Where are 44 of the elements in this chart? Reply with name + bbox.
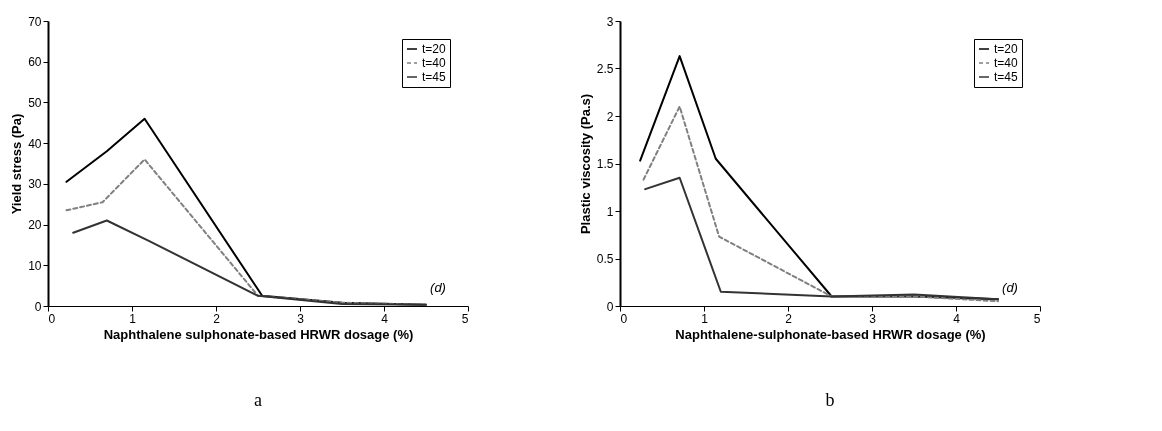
y-tick-label: 3 [606,14,614,29]
legend-label: t=40 [994,56,1019,70]
line-series [644,176,999,301]
y-axis-title: Yield stress (Pa) [9,113,25,215]
x-tick-label: 4 [381,311,389,326]
x-tick-label: 3 [869,311,877,326]
x-tick-label: 2 [785,311,793,326]
x-tick-label: 1 [701,311,709,326]
legend-label: t=45 [994,70,1019,84]
y-tick-label: 40 [28,136,42,151]
y-tick-label: 1.5 [596,157,614,171]
text: b [825,390,835,410]
y-tick-label: 70 [28,14,42,29]
x-tick-label: 1 [129,311,137,326]
y-tick-label: 0 [34,299,42,314]
y-tick-label: 60 [28,55,42,70]
legend-label: t=40 [422,56,447,70]
legend-label: t=20 [422,42,447,56]
x-tick-label: 2 [213,311,221,326]
x-axis-title: Naphthalene-sulphonate-based HRWR dosage (%) [675,326,986,342]
y-tick-label: 1 [606,204,614,219]
y-tick-label: 10 [28,258,42,273]
y-tick-label: 2 [606,109,614,124]
y-tick-label: 2.5 [596,62,614,76]
x-axis-title: Naphthalene sulphonate-based HRWR dosage (%) [103,326,414,342]
text: a [254,390,262,410]
line-series [72,219,427,306]
line-series [642,105,999,303]
x-tick-label: 0 [48,311,56,326]
x-tick-label: 5 [461,311,469,326]
y-tick-label: 0 [606,299,614,314]
annotation: (d) [1002,280,1018,295]
annotation: (d) [430,280,446,295]
y-tick-label: 30 [28,177,42,192]
y-axis-title: Plastic viscosity (Pa.s) [577,93,593,235]
legend-label: t=20 [994,42,1019,56]
y-tick-label: 0.5 [596,252,614,266]
x-tick-label: 3 [297,311,305,326]
y-tick-label: 50 [28,95,42,110]
x-tick-label: 5 [1033,311,1041,326]
x-tick-label: 0 [620,311,628,326]
legend-label: t=45 [422,70,447,84]
x-tick-label: 4 [953,311,961,326]
y-tick-label: 20 [28,218,42,233]
